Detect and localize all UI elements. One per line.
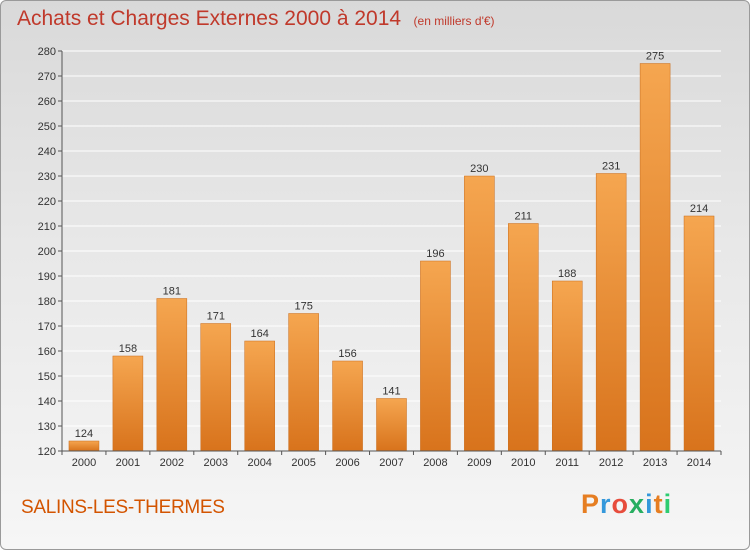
x-tick-label: 2005 xyxy=(291,457,315,469)
logo-letter: P xyxy=(581,489,601,519)
logo-letter: o xyxy=(611,489,630,519)
bar xyxy=(464,175,495,452)
x-tick-label: 2009 xyxy=(467,457,491,469)
x-tick-label: 2000 xyxy=(72,457,96,469)
data-label: 156 xyxy=(338,348,356,360)
bar xyxy=(376,398,407,452)
data-label: 175 xyxy=(294,301,312,313)
x-tick-label: 2002 xyxy=(160,457,184,469)
y-tick-label: 150 xyxy=(38,371,56,383)
logo-letter: x xyxy=(629,489,646,519)
data-label: 158 xyxy=(119,343,137,355)
data-labels: 124 158 181 171 164 175 156 141 196 230 211 188 231 2… xyxy=(75,51,708,441)
y-tick-label: 240 xyxy=(38,146,56,158)
x-tick-label: 2001 xyxy=(116,457,140,469)
place-name: SALINS-LES-THERMES xyxy=(21,497,225,518)
data-label: 230 xyxy=(470,163,488,175)
bar xyxy=(639,63,671,452)
data-label: 211 xyxy=(515,211,533,223)
y-tick-label: 280 xyxy=(38,46,56,58)
bar xyxy=(200,323,232,452)
x-tick-label: 2008 xyxy=(423,457,447,469)
bar xyxy=(551,280,583,452)
y-tick-label: 190 xyxy=(38,271,56,283)
y-tick-label: 200 xyxy=(38,246,56,258)
chart-title: Achats et Charges Externes 2000 à 2014 xyxy=(17,7,402,30)
title-row: Achats et Charges Externes 2000 à 2014 (… xyxy=(17,7,495,31)
data-label: 124 xyxy=(75,428,93,440)
y-tick-label: 160 xyxy=(38,346,56,358)
y-axis-ticks: 120 130 140 150 160 170 180 190 200 210 220 230 240 2… xyxy=(38,46,62,458)
data-label: 141 xyxy=(382,386,400,398)
logo-letter: i xyxy=(663,489,673,519)
logo-letter: t xyxy=(653,489,664,519)
data-label: 275 xyxy=(646,51,664,63)
x-tick-label: 2006 xyxy=(335,457,359,469)
data-label: 188 xyxy=(558,268,576,280)
x-tick-label: 2007 xyxy=(379,457,403,469)
bar xyxy=(683,215,715,452)
x-tick-label: 2014 xyxy=(687,457,711,469)
data-label: 214 xyxy=(690,203,708,215)
x-tick-label: 2011 xyxy=(555,457,579,469)
bar xyxy=(288,313,319,452)
y-tick-label: 180 xyxy=(38,296,56,308)
y-tick-label: 220 xyxy=(38,196,56,208)
x-tick-label: 2012 xyxy=(599,457,623,469)
bars xyxy=(68,63,715,452)
x-tick-label: 2013 xyxy=(643,457,667,469)
x-tick-label: 2004 xyxy=(247,457,271,469)
data-label: 181 xyxy=(163,286,181,298)
y-tick-label: 250 xyxy=(38,121,56,133)
bar xyxy=(332,360,363,452)
y-tick-label: 120 xyxy=(38,446,56,458)
y-tick-label: 260 xyxy=(38,96,56,108)
data-label: 231 xyxy=(602,161,620,173)
bar xyxy=(156,298,188,452)
x-axis-ticks: 2000 2001 2002 2003 2004 2005 2006 2007 2008 2009… xyxy=(61,451,722,469)
data-label: 196 xyxy=(426,248,444,260)
bar xyxy=(595,173,627,452)
y-tick-label: 140 xyxy=(38,396,56,408)
bar xyxy=(508,223,539,452)
y-tick-label: 210 xyxy=(38,221,56,233)
data-label: 171 xyxy=(207,311,225,323)
logo-letter: i xyxy=(645,489,654,519)
x-tick-label: 2003 xyxy=(204,457,228,469)
x-tick-label: 2010 xyxy=(511,457,535,469)
y-tick-label: 130 xyxy=(38,421,56,433)
y-tick-label: 170 xyxy=(38,321,56,333)
y-tick-label: 230 xyxy=(38,171,56,183)
data-label: 164 xyxy=(251,328,269,340)
bar xyxy=(244,340,275,452)
bar xyxy=(68,440,100,452)
logo-letter: r xyxy=(600,489,612,519)
y-tick-label: 270 xyxy=(38,71,56,83)
unit-note: (en milliers d'€) xyxy=(413,14,495,28)
proxiti-logo: Proxiti xyxy=(581,489,672,520)
bar xyxy=(420,260,451,452)
bar xyxy=(112,355,144,452)
